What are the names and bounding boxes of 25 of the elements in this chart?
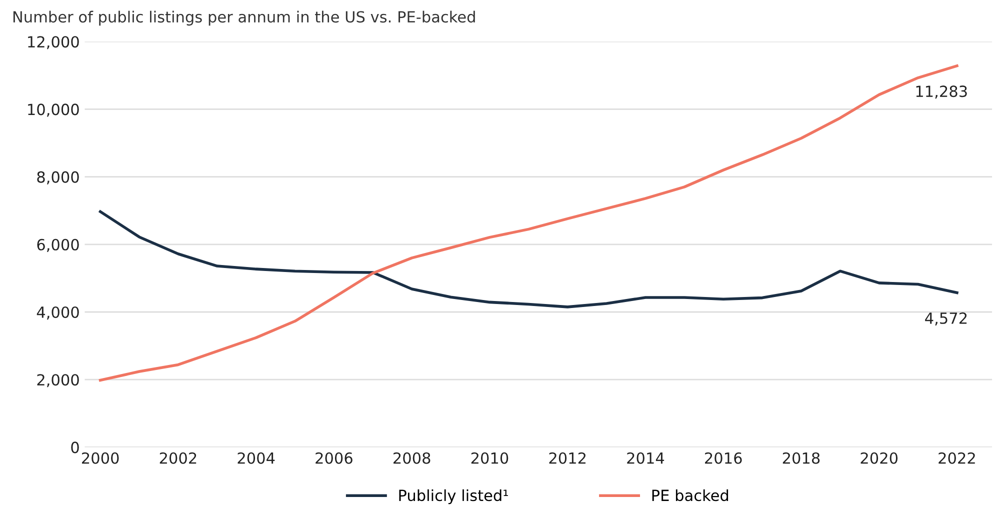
annotation: 4,572 bbox=[925, 312, 967, 326]
x-tick-label: 2006 bbox=[316, 452, 352, 464]
x-tick-label: 2008 bbox=[394, 452, 430, 464]
x-tick-label: 2012 bbox=[549, 452, 586, 464]
y-tick-label: 8,000 bbox=[37, 171, 79, 184]
y-tick-label: 4,000 bbox=[36, 306, 79, 320]
y-tick-label: 10,000 bbox=[28, 104, 79, 117]
x-tick-label: 2016 bbox=[705, 452, 742, 464]
y-tick-label: 6,000 bbox=[37, 238, 79, 252]
x-tick-label: 2020 bbox=[860, 452, 898, 464]
line-series bbox=[98, 210, 958, 308]
y-tick-label: 12,000 bbox=[28, 36, 79, 50]
x-tick-label: 2002 bbox=[160, 452, 196, 464]
chart-title: Number of public listings per annum in the US vs. PE-backed bbox=[13, 10, 475, 26]
x-tick-label: 2018 bbox=[782, 452, 820, 464]
x-tick-label: 2000 bbox=[82, 452, 119, 464]
x-tick-label: 2010 bbox=[471, 452, 508, 464]
x-tick-label: 2004 bbox=[238, 452, 275, 464]
y-tick-label: 2,000 bbox=[37, 374, 79, 388]
annotation: 11,283 bbox=[916, 86, 967, 99]
legend-label: PE backed bbox=[652, 489, 728, 502]
x-tick-label: 2014 bbox=[627, 452, 664, 464]
y-tick-label: 0 bbox=[71, 442, 79, 454]
x-tick-label: 2022 bbox=[938, 452, 975, 464]
legend-label: Publicly listed¹ bbox=[399, 489, 508, 504]
